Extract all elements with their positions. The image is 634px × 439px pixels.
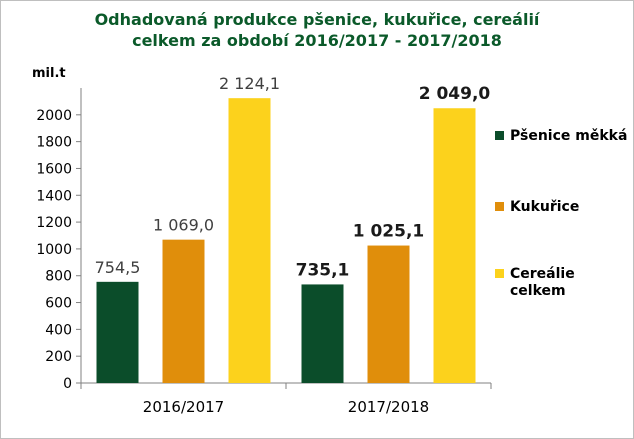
- y-tick-label: 1400: [36, 188, 72, 204]
- x-tick-label: 2017/2018: [348, 398, 429, 416]
- y-tick-label: 1800: [36, 135, 72, 151]
- chart-title-line-2: celkem za období 2016/2017 - 2017/2018: [132, 31, 502, 50]
- bar: [228, 98, 271, 384]
- y-axis-unit-label: mil.t: [32, 66, 66, 81]
- legend-label: Kukuřice: [510, 199, 579, 215]
- y-tick-label: 1000: [36, 242, 72, 258]
- x-tick-label: 2016/2017: [143, 398, 224, 416]
- y-tick-label: 600: [45, 296, 72, 312]
- data-label: 1 069,0: [153, 216, 214, 235]
- legend-swatch: [495, 131, 504, 140]
- y-tick-label: 800: [45, 269, 72, 285]
- bar: [96, 281, 139, 383]
- legend-label: Pšenice měkká: [510, 128, 627, 144]
- bar: [433, 108, 476, 383]
- y-tick-label: 0: [63, 376, 72, 392]
- bar: [162, 239, 205, 383]
- y-tick-label: 200: [45, 349, 72, 365]
- legend-swatch: [495, 202, 504, 211]
- legend-label: Cereálie: [510, 266, 575, 282]
- legend-label: celkem: [510, 283, 566, 299]
- data-label: 1 025,1: [353, 222, 425, 242]
- y-tick-label: 2000: [36, 108, 72, 124]
- data-label: 2 124,1: [219, 74, 280, 93]
- chart-title-line-1: Odhadovaná produkce pšenice, kukuřice, c…: [94, 10, 540, 29]
- data-label: 2 049,0: [419, 84, 491, 104]
- y-tick-label: 400: [45, 322, 72, 338]
- bar: [367, 245, 410, 383]
- y-tick-label: 1200: [36, 215, 72, 231]
- bar: [301, 284, 344, 383]
- data-label: 754,5: [95, 258, 141, 277]
- y-tick-label: 1600: [36, 161, 72, 177]
- data-label: 735,1: [296, 260, 350, 280]
- legend-swatch: [495, 269, 504, 278]
